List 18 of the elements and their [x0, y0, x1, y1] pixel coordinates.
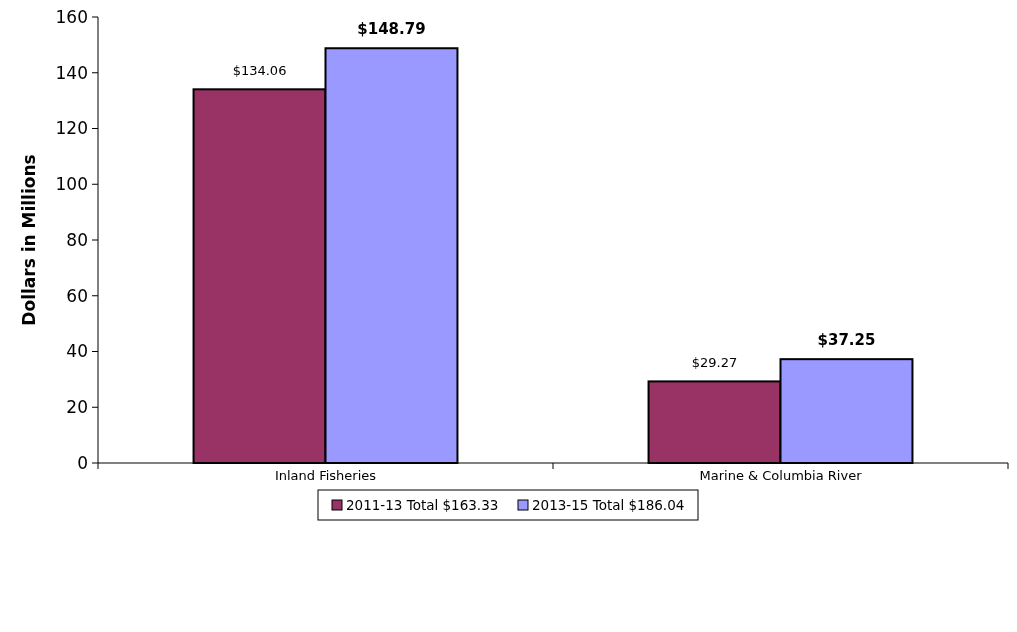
legend-label: 2013-15 Total $186.04 — [532, 496, 685, 513]
data-label: $134.06 — [232, 63, 287, 79]
x-tick-label: Inland Fisheries — [274, 467, 377, 483]
data-label: $37.25 — [817, 331, 876, 350]
data-label: $29.27 — [691, 355, 738, 371]
data-label: $148.79 — [357, 20, 426, 39]
y-axis-title: Dollars in Millions — [19, 154, 39, 326]
y-tick-label: 0 — [77, 452, 88, 473]
x-tick-label: Marine & Columbia River — [699, 467, 863, 483]
y-tick-label: 20 — [66, 397, 88, 418]
y-tick-label: 120 — [55, 118, 88, 139]
y-tick-label: 60 — [66, 285, 88, 306]
legend-label: 2011-13 Total $163.33 — [346, 496, 499, 513]
y-tick-label: 160 — [55, 6, 88, 27]
y-tick-label: 40 — [66, 341, 88, 362]
y-tick-label: 100 — [55, 174, 88, 195]
y-tick-label: 80 — [66, 229, 88, 250]
y-tick-label: 140 — [55, 62, 88, 83]
